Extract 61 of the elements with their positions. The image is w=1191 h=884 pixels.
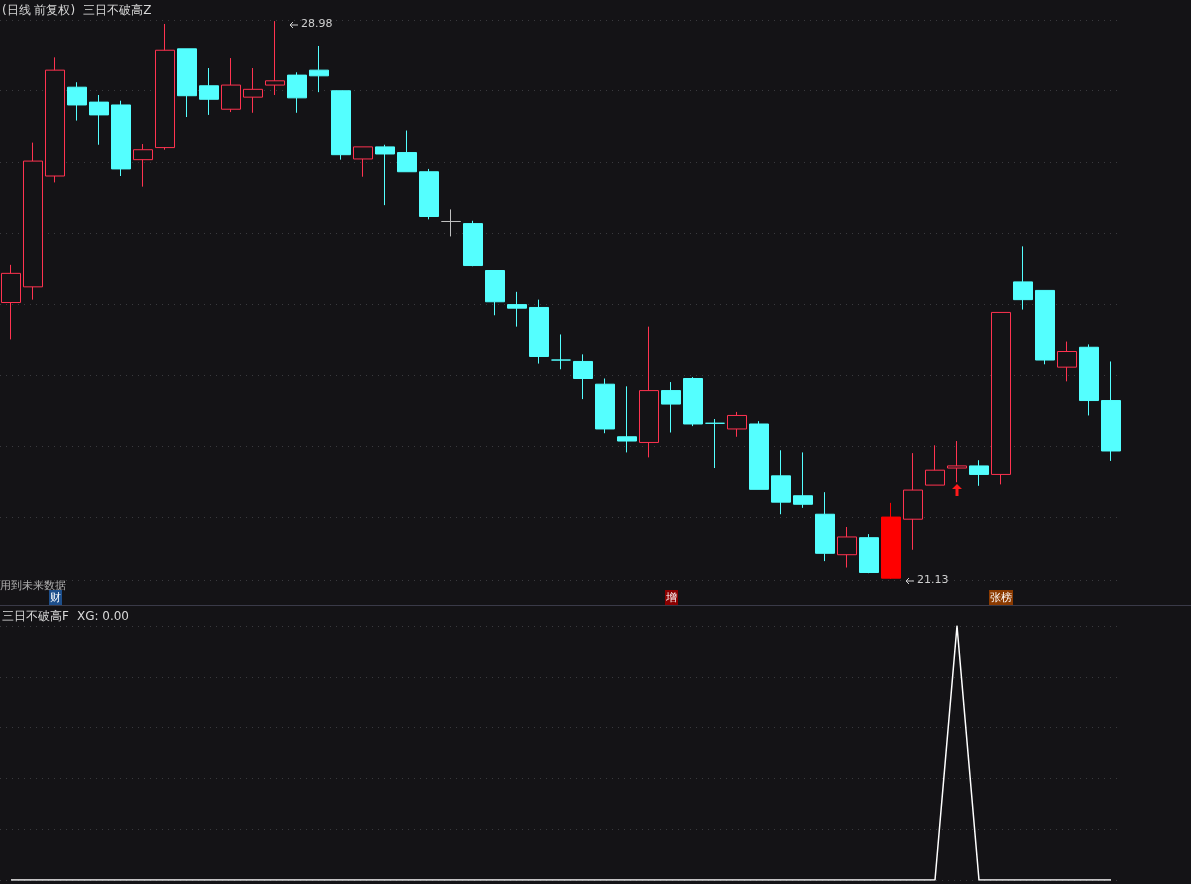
candlestick bbox=[595, 378, 615, 434]
candlestick bbox=[881, 502, 901, 580]
candlestick bbox=[551, 333, 571, 370]
candlestick bbox=[375, 144, 395, 206]
chart-subtitle: 三日不破高Z bbox=[83, 3, 152, 17]
candlestick bbox=[859, 533, 879, 574]
candlestick bbox=[793, 451, 813, 509]
chart-subtitle: XG: 0.00 bbox=[76, 609, 130, 623]
candlestick bbox=[133, 143, 153, 188]
candlestick bbox=[45, 56, 65, 183]
candlestick bbox=[331, 90, 351, 161]
candlestick bbox=[485, 270, 505, 316]
candlestick bbox=[89, 94, 109, 146]
candlestick bbox=[463, 220, 483, 267]
candlestick bbox=[617, 385, 637, 453]
candlestick bbox=[727, 411, 747, 438]
candlestick bbox=[705, 418, 725, 469]
candlestick bbox=[639, 326, 659, 458]
candlestick bbox=[1079, 343, 1099, 416]
candlestick bbox=[771, 449, 791, 515]
candlestick bbox=[199, 67, 219, 116]
candlestick bbox=[947, 440, 967, 483]
text: 用到未来数据 bbox=[0, 578, 66, 592]
annotation: 28.98 bbox=[301, 17, 333, 31]
candlestick bbox=[1057, 341, 1077, 382]
candlestick bbox=[749, 420, 769, 490]
candlestick bbox=[837, 526, 857, 569]
candlestick bbox=[441, 208, 461, 237]
candlestick bbox=[1, 264, 21, 340]
candlestick bbox=[23, 142, 43, 301]
candlestick bbox=[67, 81, 87, 122]
candlestick bbox=[529, 299, 549, 365]
candlestick bbox=[925, 444, 945, 486]
candlestick bbox=[177, 48, 197, 118]
chart-title: 三日不破高F bbox=[2, 609, 69, 623]
candlestick bbox=[265, 20, 285, 96]
candlestick bbox=[991, 311, 1011, 485]
candlestick bbox=[507, 291, 527, 328]
candlestick bbox=[221, 57, 241, 113]
candlestick bbox=[969, 459, 989, 487]
candlestick bbox=[815, 491, 835, 562]
candlestick bbox=[419, 168, 439, 220]
text: 增 bbox=[665, 590, 678, 605]
candlestick bbox=[287, 71, 307, 114]
candlestick bbox=[243, 67, 263, 114]
candlestick bbox=[353, 146, 373, 178]
candlestick bbox=[661, 381, 681, 434]
text: 张榜 bbox=[989, 590, 1013, 605]
candlestick bbox=[683, 376, 703, 427]
candlestick bbox=[1101, 360, 1121, 462]
annotation: 21.13 bbox=[917, 572, 949, 586]
candlestick bbox=[397, 130, 417, 173]
candlestick bbox=[1035, 289, 1055, 365]
candlestick bbox=[155, 23, 175, 151]
candlestick bbox=[309, 45, 329, 93]
candlestick bbox=[1013, 245, 1033, 311]
text: 财 bbox=[49, 590, 62, 605]
candlestick bbox=[111, 100, 131, 177]
chart-title: (日线 前复权) bbox=[2, 3, 76, 17]
candlestick bbox=[903, 452, 923, 551]
candlestick bbox=[573, 353, 593, 400]
